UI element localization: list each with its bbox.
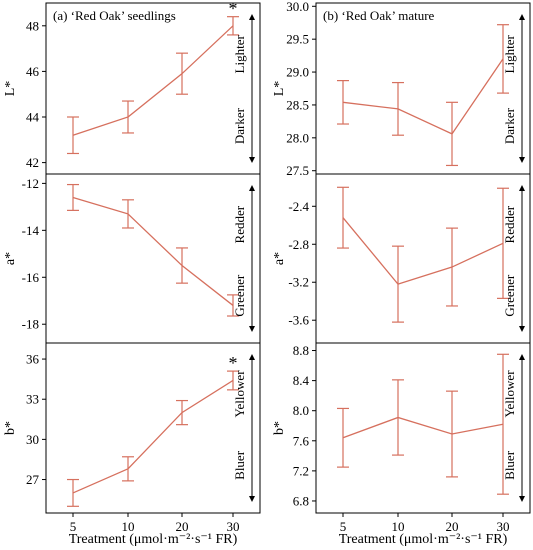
y-tick-label: 42	[26, 155, 39, 170]
direction-label-top: Yellower	[232, 370, 247, 418]
x-tick-label: 20	[446, 519, 459, 534]
y-axis-label: a*	[272, 252, 287, 265]
direction-label-top: Lighter	[502, 34, 517, 73]
y-axis-label: L*	[272, 81, 287, 97]
chart-panel-b-b-star: 6.8 7.2 7.6 8.0 8.4 8.8 b* Yellower Bluer 5 10 20 30…	[272, 342, 531, 547]
panel-frame	[315, 173, 531, 344]
y-tick-label: 29.0	[286, 65, 309, 80]
series-line	[342, 217, 504, 285]
y-tick-label: 8.8	[293, 343, 309, 358]
direction-label-top: Redder	[502, 205, 517, 243]
y-tick-label: 33	[26, 392, 39, 407]
y-axis-label: L*	[3, 81, 18, 97]
direction-label-top: Lighter	[232, 34, 247, 73]
y-axis-label: b*	[3, 421, 18, 435]
y-tick-label: 7.2	[293, 463, 309, 478]
y-tick-label: 44	[26, 110, 40, 125]
y-tick-label: 7.6	[293, 433, 310, 448]
y-tick-label: 28.0	[286, 130, 309, 145]
chart-panel-a-L-star: 42 44 46 48 L* (a) ‘Red Oak’ seedlings * Lighte…	[3, 0, 261, 175]
chart-panel-a-a-star: -12 -14 -16 -18 a* Redder Greener	[3, 173, 261, 344]
y-tick-label: 6.8	[293, 493, 309, 508]
y-tick-label: -12	[22, 176, 39, 191]
y-tick-label: 27.5	[286, 163, 309, 178]
x-axis-label: Treatment (μmol·m⁻²·s⁻¹ FR)	[339, 532, 508, 547]
significance-marker: *	[229, 0, 238, 19]
y-axis-label: b*	[272, 421, 287, 435]
panel-frame	[315, 342, 531, 514]
series-line	[342, 416, 504, 439]
x-tick-label: 5	[70, 519, 77, 534]
direction-label-bottom: Darker	[232, 107, 247, 144]
x-tick-label: 30	[227, 519, 240, 534]
chart-panel-b-L-star: 27.5 28.0 28.5 29.0 29.5 30.0 L* (b) ‘Red Oak’ …	[272, 0, 531, 178]
direction-label-top: Yellower	[502, 370, 517, 418]
panel-title: (b) ‘Red Oak’ mature	[323, 8, 435, 23]
y-tick-label: -2.4	[288, 199, 309, 214]
series-line	[72, 196, 234, 306]
chart-panel-b-a-star: -2.4 -2.8 -3.2 -3.6 a* Redder Greener	[272, 173, 531, 344]
direction-label-bottom: Bluer	[232, 450, 247, 480]
y-tick-label: 36	[26, 352, 40, 367]
direction-label-top: Redder	[232, 205, 247, 243]
significance-marker: *	[229, 353, 238, 373]
y-tick-label: 28.5	[286, 97, 309, 112]
y-tick-label: 27	[26, 472, 40, 487]
y-tick-label: 30	[26, 432, 39, 447]
panel-frame	[45, 342, 261, 514]
panel-title: (a) ‘Red Oak’ seedlings	[53, 8, 176, 23]
y-tick-label: 8.0	[293, 403, 309, 418]
panel-frame	[315, 2, 531, 175]
x-tick-label: 10	[392, 519, 405, 534]
y-tick-label: -2.8	[288, 237, 309, 252]
series-line	[72, 379, 234, 494]
x-tick-label: 30	[497, 519, 510, 534]
x-axis-label: Treatment (μmol·m⁻²·s⁻¹ FR)	[69, 532, 238, 547]
x-tick-label: 20	[176, 519, 189, 534]
y-tick-label: -16	[22, 270, 40, 285]
series-line	[342, 58, 504, 135]
panel-frame	[45, 2, 261, 175]
direction-label-bottom: Greener	[502, 274, 517, 317]
y-tick-label: 48	[26, 18, 39, 33]
direction-label-bottom: Darker	[502, 107, 517, 144]
series-line	[72, 25, 234, 136]
x-tick-label: 10	[122, 519, 135, 534]
y-axis-label: a*	[3, 252, 18, 265]
y-tick-label: 30.0	[286, 0, 309, 14]
y-tick-label: -3.6	[288, 313, 309, 328]
y-tick-label: -18	[22, 317, 39, 332]
y-tick-label: 29.5	[286, 32, 309, 47]
y-tick-label: -3.2	[288, 275, 309, 290]
x-tick-label: 5	[340, 519, 347, 534]
direction-label-bottom: Greener	[232, 274, 247, 317]
y-tick-label: 8.4	[293, 373, 310, 388]
direction-label-bottom: Bluer	[502, 450, 517, 480]
y-tick-label: -14	[22, 223, 40, 238]
y-tick-label: 46	[26, 64, 40, 79]
